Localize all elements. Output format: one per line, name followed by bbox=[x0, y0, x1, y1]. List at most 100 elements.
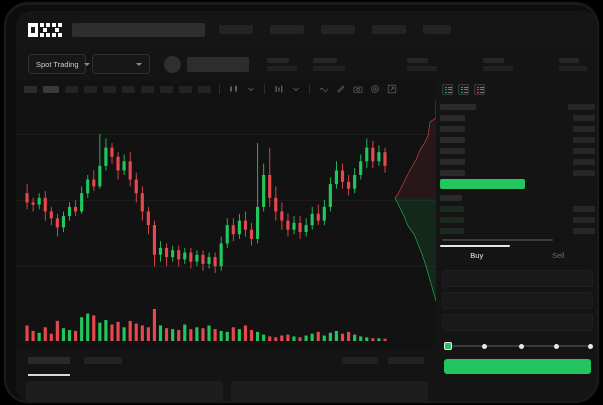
orderbook-ask-row[interactable] bbox=[440, 123, 595, 134]
orderbook-ask-row[interactable] bbox=[440, 101, 595, 112]
orderbook-ask-price bbox=[573, 169, 595, 176]
bottom-actions bbox=[342, 357, 424, 364]
bottom-tab-active-indicator bbox=[28, 374, 70, 376]
toolbar-divider bbox=[309, 84, 310, 94]
volume-chart bbox=[16, 303, 436, 349]
orderbook-bid-row[interactable] bbox=[440, 225, 595, 236]
orderbook-bid-row[interactable] bbox=[440, 203, 595, 214]
okx-logo-icon[interactable] bbox=[28, 22, 62, 37]
orderbook-ask-qty bbox=[440, 158, 465, 165]
bottom-action-1[interactable] bbox=[342, 357, 378, 364]
camera-snapshot-icon[interactable] bbox=[352, 84, 363, 95]
orderbook-ask-price bbox=[568, 103, 595, 110]
order-amount-field[interactable] bbox=[442, 292, 593, 309]
chart-gridline bbox=[16, 200, 436, 201]
settings-gear-icon[interactable] bbox=[369, 84, 380, 95]
orderbook-trade-panel: Buy Sell bbox=[436, 80, 597, 401]
pair-name-label bbox=[187, 56, 249, 72]
orderbook-ask-qty bbox=[440, 136, 465, 143]
tab-sell[interactable]: Sell bbox=[551, 251, 565, 260]
toolbar-divider bbox=[219, 84, 220, 94]
orderbook-bid-row[interactable] bbox=[440, 192, 595, 203]
timeframe-8[interactable] bbox=[160, 85, 173, 93]
drawing-tools-icon[interactable] bbox=[335, 84, 346, 95]
submit-buy-button[interactable] bbox=[444, 359, 591, 374]
orderbook-ask-qty bbox=[440, 103, 476, 110]
timeframe-9[interactable] bbox=[179, 85, 192, 93]
nav-item-1[interactable] bbox=[219, 25, 253, 34]
orderbook-ask-price bbox=[573, 136, 595, 143]
market-stat-4 bbox=[483, 57, 513, 71]
orderbook-view-modes bbox=[436, 80, 597, 99]
bottom-action-2[interactable] bbox=[388, 357, 424, 364]
device-bezel: Spot Trading bbox=[6, 4, 597, 401]
timeframe-5[interactable] bbox=[103, 85, 116, 93]
nav-item-5[interactable] bbox=[423, 25, 451, 34]
orderbook-bid-row[interactable] bbox=[440, 214, 595, 225]
slider-handle[interactable] bbox=[444, 342, 452, 350]
timeframe-4[interactable] bbox=[84, 85, 97, 93]
market-stat-1 bbox=[267, 57, 297, 71]
order-total-field[interactable] bbox=[442, 314, 593, 331]
timeframe-1[interactable] bbox=[24, 85, 37, 93]
chart-gridline bbox=[16, 266, 436, 267]
slider-track bbox=[447, 345, 588, 347]
orderbook-ask-qty bbox=[440, 147, 465, 154]
chevron-down-icon[interactable] bbox=[290, 84, 301, 95]
timeframe-6[interactable] bbox=[122, 85, 135, 93]
slider-stop-50[interactable] bbox=[518, 343, 524, 349]
orderbook-ask-row[interactable] bbox=[440, 145, 595, 156]
tab-buy[interactable]: Buy bbox=[470, 251, 484, 260]
orderbook-bid-price bbox=[573, 227, 595, 234]
bottom-tab-1-active[interactable] bbox=[28, 357, 70, 364]
chart-toolbar bbox=[16, 80, 436, 98]
timeframe-7[interactable] bbox=[141, 85, 154, 93]
device-screen: Spot Trading bbox=[16, 11, 597, 401]
nav-item-3[interactable] bbox=[321, 25, 355, 34]
slider-stop-100[interactable] bbox=[588, 343, 594, 349]
price-chart[interactable] bbox=[16, 98, 436, 303]
candlestick-type-icon[interactable] bbox=[228, 84, 239, 95]
volume-series bbox=[25, 309, 387, 341]
orderbook-ask-row[interactable] bbox=[440, 156, 595, 167]
timeframe-3[interactable] bbox=[65, 85, 78, 93]
orderbook-current-price bbox=[440, 179, 526, 189]
orderbook-bid-qty bbox=[440, 216, 464, 223]
orderbook-asks-icon[interactable] bbox=[474, 84, 485, 95]
orderbook-ask-price bbox=[573, 147, 595, 154]
orderbook-ask-row[interactable] bbox=[440, 134, 595, 145]
depth-chart-overlay bbox=[394, 100, 436, 302]
orderbook-bids-list[interactable] bbox=[436, 190, 597, 236]
trade-form-tabs: Buy Sell bbox=[436, 245, 597, 265]
orderbook-ask-row[interactable] bbox=[440, 167, 595, 178]
chart-gridline bbox=[16, 134, 436, 135]
slider-stop-25[interactable] bbox=[482, 343, 488, 349]
orderbook-scrollbar[interactable] bbox=[442, 239, 553, 241]
order-price-field[interactable] bbox=[442, 270, 593, 287]
orderbook-ask-row[interactable] bbox=[440, 112, 595, 123]
bottom-panel-right[interactable] bbox=[231, 381, 428, 401]
bottom-tab-2[interactable] bbox=[84, 357, 122, 364]
amount-percentage-slider[interactable] bbox=[444, 341, 594, 351]
trading-mode-selector[interactable]: Spot Trading bbox=[28, 54, 90, 74]
timeframe-10[interactable] bbox=[198, 85, 211, 93]
orderbook-bid-price bbox=[573, 216, 595, 223]
nav-item-4[interactable] bbox=[372, 25, 406, 34]
pair-selector[interactable] bbox=[92, 54, 150, 74]
search-input[interactable] bbox=[72, 22, 205, 37]
fullscreen-icon[interactable] bbox=[386, 84, 397, 95]
bottom-content-panels bbox=[26, 381, 428, 401]
orderbook-bids-icon[interactable] bbox=[458, 84, 469, 95]
timeframe-2-active[interactable] bbox=[43, 85, 59, 93]
indicators-icon[interactable] bbox=[273, 84, 284, 95]
nav-item-2[interactable] bbox=[270, 25, 304, 34]
market-stat-5 bbox=[559, 57, 587, 71]
chevron-down-icon[interactable] bbox=[245, 84, 256, 95]
slider-stop-75[interactable] bbox=[554, 343, 560, 349]
orderbook-ask-qty bbox=[440, 114, 465, 121]
bottom-panel-left[interactable] bbox=[26, 381, 223, 401]
line-chart-icon[interactable] bbox=[318, 84, 329, 95]
orderbook-asks-list[interactable] bbox=[436, 99, 597, 178]
orderbook-both-icon[interactable] bbox=[442, 84, 453, 95]
